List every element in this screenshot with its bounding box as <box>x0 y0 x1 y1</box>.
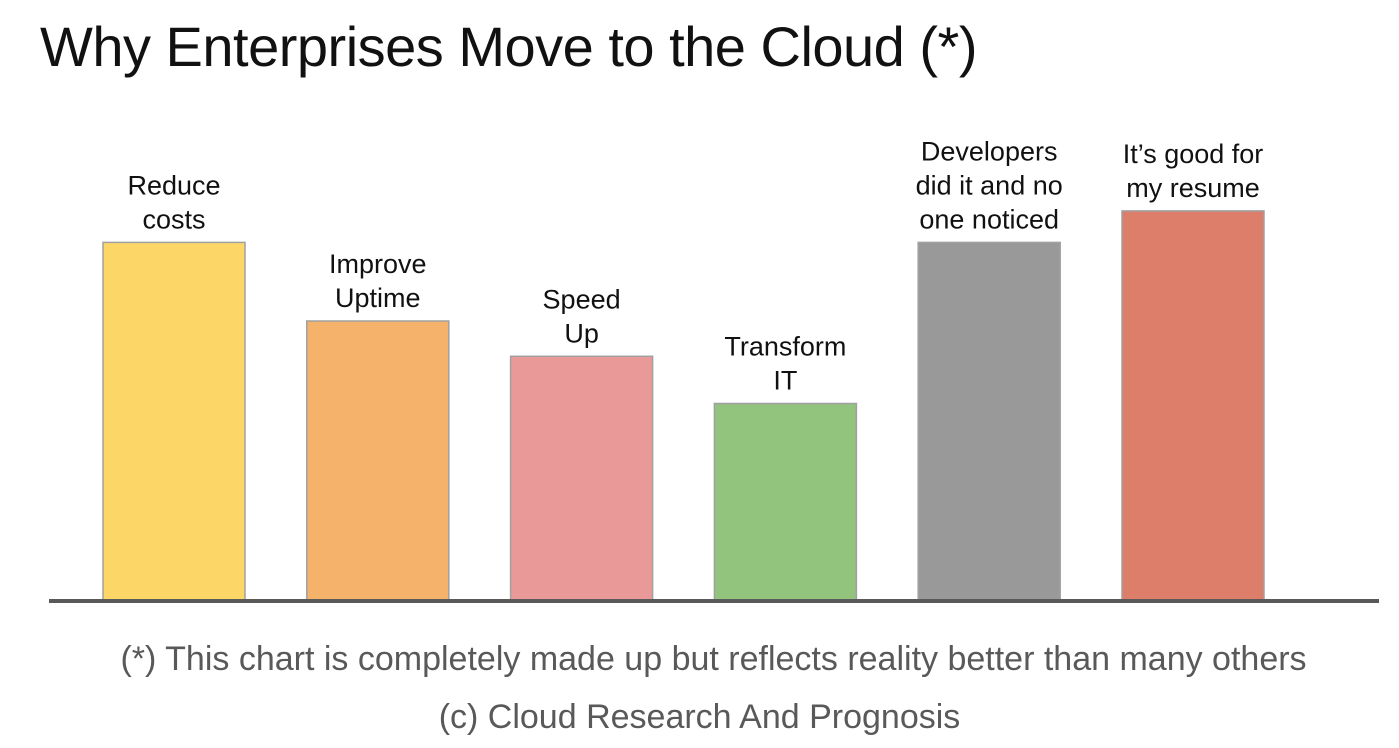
category-label-line: Reduce <box>127 170 220 200</box>
category-label-line: Speed <box>543 284 621 314</box>
category-label-line: did it and no <box>916 170 1063 200</box>
category-label-5: Developers did it and no one noticed <box>916 136 1063 234</box>
bar-5 <box>917 241 1061 601</box>
bar-4 <box>713 402 858 601</box>
bar-6 <box>1121 210 1265 601</box>
bars-group <box>102 210 1265 601</box>
category-label-line: one noticed <box>919 204 1059 234</box>
bar-1 <box>102 241 246 601</box>
category-label-line: It’s good for <box>1123 139 1264 169</box>
chart-title: Why Enterprises Move to the Cloud (*) <box>40 15 977 78</box>
bar-2 <box>306 320 450 601</box>
category-label-line: Uptime <box>335 283 421 313</box>
category-label-line: Developers <box>921 136 1058 166</box>
category-label-6: It’s good for my resume <box>1123 139 1264 203</box>
category-label-line: Improve <box>329 249 427 279</box>
category-label-1: Reduce costs <box>127 170 220 234</box>
category-label-line: IT <box>773 366 797 396</box>
bar-3 <box>509 355 654 601</box>
bar-chart: Reduce costs Improve Uptime Speed Up Transform… <box>49 136 1379 603</box>
footnote: (*) This chart is completely made up but… <box>120 640 1307 678</box>
category-label-4: Transform IT <box>724 332 846 396</box>
category-label-2: Improve Uptime <box>329 249 427 313</box>
category-label-3: Speed Up <box>543 284 621 348</box>
category-label-line: costs <box>142 204 205 234</box>
category-label-line: Up <box>564 318 599 348</box>
category-labels-group: Reduce costs Improve Uptime Speed Up Transform… <box>127 136 1263 395</box>
category-label-line: Transform <box>724 332 846 362</box>
category-label-line: my resume <box>1126 173 1260 203</box>
copyright-note: (c) Cloud Research And Prognosis <box>438 698 961 736</box>
